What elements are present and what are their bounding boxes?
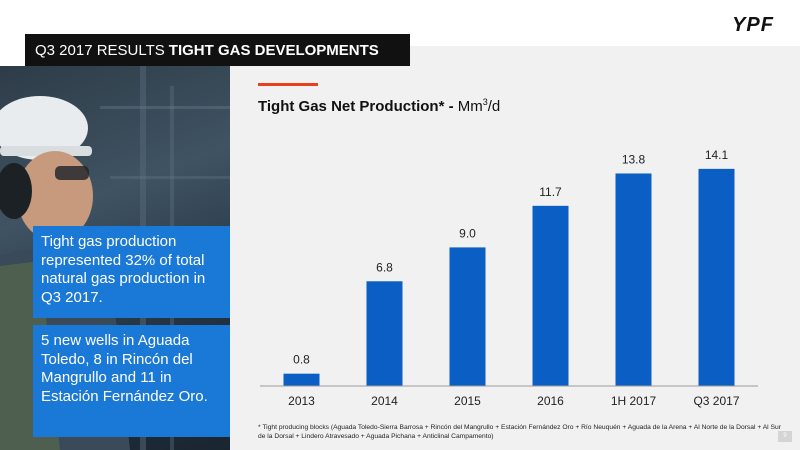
value-label: 9.0: [459, 226, 476, 240]
x-tick-label: 2013: [288, 394, 315, 408]
bar-chart: 0.8 2013 6.8 2014 9.0 2015 11.7 2016 13.8 1H 2017…: [260, 148, 758, 408]
chart-title-unit: Mm3/d: [457, 97, 501, 115]
slide-title-regular: Q3 2017 RESULTS: [35, 41, 165, 59]
value-label: 6.8: [376, 260, 393, 274]
callout-new-wells: 5 new wells in Aguada Toledo, 8 in Rincó…: [33, 325, 230, 437]
bar-2014: [366, 281, 403, 386]
x-tick-label: 1H 2017: [611, 394, 657, 408]
chart-unit-tail: /d: [487, 98, 501, 115]
value-label: 13.8: [622, 152, 646, 166]
slide-title-bold: TIGHT GAS DEVELOPMENTS: [168, 41, 379, 59]
bar-q3-2017: [698, 168, 735, 386]
slide-title-bar: Q3 2017 RESULTS TIGHT GAS DEVELOPMENTS: [25, 34, 410, 66]
value-label: 11.7: [539, 185, 562, 199]
chart-title: Tight Gas Net Production* - Mm3/d: [258, 97, 500, 115]
value-label: 14.1: [705, 148, 729, 162]
bar-1h-2017: [615, 173, 652, 386]
chart-footnote: * Tight producing blocks (Aguada Toledo-…: [258, 424, 781, 440]
x-tick-label: 2016: [537, 394, 564, 408]
chart-unit-base: Mm: [457, 98, 483, 115]
x-tick-label: 2014: [371, 394, 398, 408]
chart-unit-sup: 3: [482, 97, 488, 107]
chart-title-text: Tight Gas Net Production* -: [258, 98, 454, 115]
label-group: 0.8 2013 6.8 2014 9.0 2015 11.7 2016 13.8 1H 2017…: [288, 148, 740, 408]
value-label: 0.8: [293, 353, 310, 367]
x-tick-label: 2015: [454, 394, 481, 408]
callout-production-share: Tight gas production represented 32% of …: [33, 226, 230, 318]
title-accent-line: [258, 83, 318, 86]
bar-2015: [449, 247, 486, 386]
bar-2016: [532, 205, 569, 386]
page-number: 9: [778, 431, 792, 442]
bar-group: [283, 168, 735, 386]
bar-2013: [283, 373, 320, 386]
ypf-logo: YPF: [732, 14, 774, 36]
x-tick-label: Q3 2017: [693, 394, 739, 408]
